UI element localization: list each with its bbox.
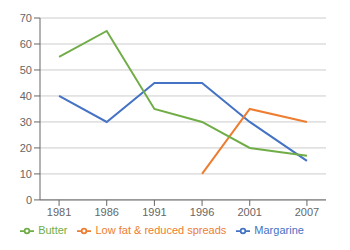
- svg-text:1981: 1981: [47, 206, 71, 218]
- html-text:Low fat & reduced spreads: Low fat & reduced spreads: [95, 223, 227, 236]
- svg-text:1996: 1996: [190, 206, 214, 218]
- svg-text:50: 50: [20, 64, 32, 76]
- svg-text:30: 30: [20, 116, 32, 128]
- svg-text:0: 0: [26, 194, 32, 206]
- svg-text:20: 20: [20, 142, 32, 154]
- svg-text:2007: 2007: [295, 206, 319, 218]
- svg-text:70: 70: [20, 12, 32, 24]
- html-text:Butter: Butter: [38, 223, 68, 236]
- svg-text:40: 40: [20, 90, 32, 102]
- svg-text:1986: 1986: [94, 206, 118, 218]
- svg-text:1991: 1991: [142, 206, 166, 218]
- svg-text:10: 10: [20, 168, 32, 180]
- html-text:Margarine: Margarine: [254, 223, 304, 236]
- svg-text:60: 60: [20, 38, 32, 50]
- svg-text:2001: 2001: [237, 206, 261, 218]
